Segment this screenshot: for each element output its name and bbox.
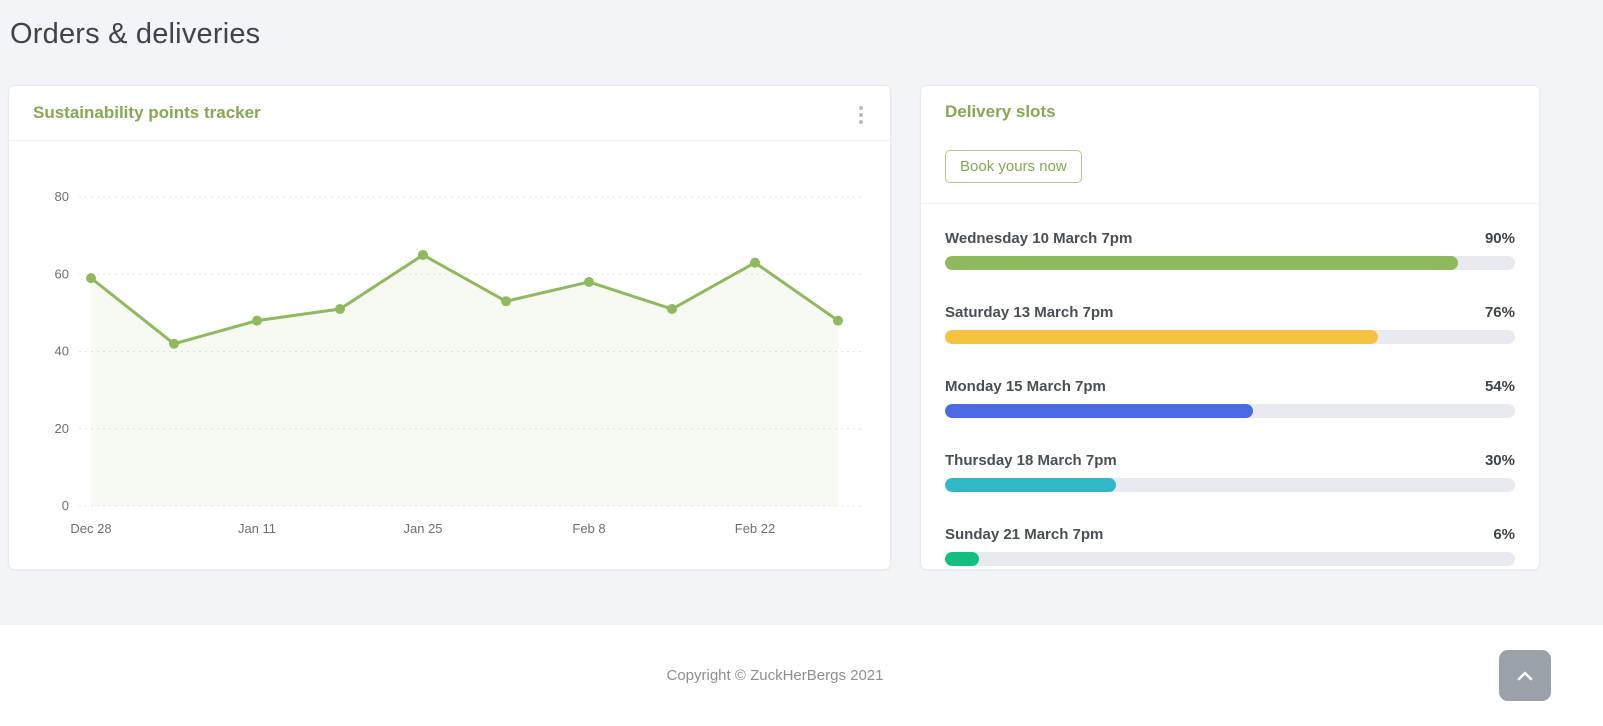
- copyright-text: Copyright © ZuckHerBergs 2021: [666, 667, 884, 684]
- delivery-slots-header: Delivery slots Book yours now: [921, 86, 1539, 204]
- svg-text:Jan 25: Jan 25: [403, 521, 442, 536]
- chevron-up-icon: [1517, 671, 1533, 680]
- slot-percent: 6%: [1493, 526, 1515, 543]
- delivery-slot-row: Monday 15 March 7pm 54%: [945, 378, 1515, 418]
- svg-text:60: 60: [55, 266, 69, 281]
- delivery-slot-row: Sunday 21 March 7pm 6%: [945, 526, 1515, 566]
- footer: Copyright © ZuckHerBergs 2021: [0, 625, 1603, 726]
- slot-percent: 76%: [1484, 304, 1515, 321]
- slot-progress-track: [945, 552, 1515, 566]
- slot-percent: 90%: [1484, 230, 1515, 247]
- sustainability-line-chart: 0 20 40 60 80 Dec 28 Jan 11 Jan 25 Feb 8 Feb 22: [55, 189, 861, 536]
- slot-progress-track: [945, 478, 1515, 492]
- svg-text:Dec 28: Dec 28: [70, 521, 111, 536]
- delivery-slot-row: Wednesday 10 March 7pm 90%: [945, 230, 1515, 270]
- slot-percent: 30%: [1484, 452, 1515, 469]
- sustainability-card-title: Sustainability points tracker: [33, 103, 261, 122]
- back-to-top-button[interactable]: [1499, 650, 1551, 701]
- slot-progress-track: [945, 404, 1515, 418]
- delivery-slots-title: Delivery slots: [945, 102, 1056, 121]
- svg-text:Feb 22: Feb 22: [735, 521, 775, 536]
- svg-text:Feb 8: Feb 8: [572, 521, 605, 536]
- svg-text:40: 40: [55, 344, 69, 359]
- sustainability-card-header: Sustainability points tracker: [9, 86, 890, 141]
- slot-label: Monday 15 March 7pm: [945, 378, 1106, 395]
- delivery-slots-card: Delivery slots Book yours now Wednesday …: [920, 85, 1540, 570]
- svg-text:0: 0: [62, 498, 69, 513]
- slot-head: Wednesday 10 March 7pm 90%: [945, 230, 1515, 247]
- slot-progress-track: [945, 330, 1515, 344]
- slot-progress-fill: [945, 552, 980, 566]
- slot-head: Saturday 13 March 7pm 76%: [945, 304, 1515, 321]
- slot-progress-fill: [945, 478, 1116, 492]
- slot-label: Wednesday 10 March 7pm: [945, 230, 1133, 247]
- slot-label: Thursday 18 March 7pm: [945, 452, 1117, 469]
- page-title: Orders & deliveries: [10, 18, 261, 50]
- slot-percent: 54%: [1484, 378, 1515, 395]
- delivery-slot-row: Thursday 18 March 7pm 30%: [945, 452, 1515, 492]
- svg-text:80: 80: [55, 189, 69, 204]
- kebab-menu-icon[interactable]: [852, 104, 870, 126]
- slot-progress-fill: [945, 404, 1253, 418]
- slot-progress-fill: [945, 330, 1379, 344]
- delivery-slot-row: Saturday 13 March 7pm 76%: [945, 304, 1515, 344]
- slot-progress-fill: [945, 256, 1458, 270]
- delivery-slots-list: Wednesday 10 March 7pm 90% Saturday 13 Mar…: [921, 204, 1539, 590]
- slot-head: Thursday 18 March 7pm 30%: [945, 452, 1515, 469]
- slot-progress-track: [945, 256, 1515, 270]
- sustainability-card: Sustainability points tracker 0 20 40 60 80 D…: [8, 85, 891, 570]
- slot-label: Saturday 13 March 7pm: [945, 304, 1114, 321]
- slot-head: Monday 15 March 7pm 54%: [945, 378, 1515, 395]
- footer-inner: Copyright © ZuckHerBergs 2021: [0, 625, 1550, 726]
- svg-text:Jan 11: Jan 11: [238, 521, 276, 536]
- chart-body: 0 20 40 60 80 Dec 28 Jan 11 Jan 25 Feb 8 Feb 22: [9, 141, 890, 566]
- book-yours-now-button[interactable]: Book yours now: [945, 150, 1082, 183]
- slot-label: Sunday 21 March 7pm: [945, 526, 1104, 543]
- svg-text:20: 20: [55, 421, 69, 436]
- content-area: Orders & deliveries Sustainability point…: [0, 0, 1603, 625]
- slot-head: Sunday 21 March 7pm 6%: [945, 526, 1515, 543]
